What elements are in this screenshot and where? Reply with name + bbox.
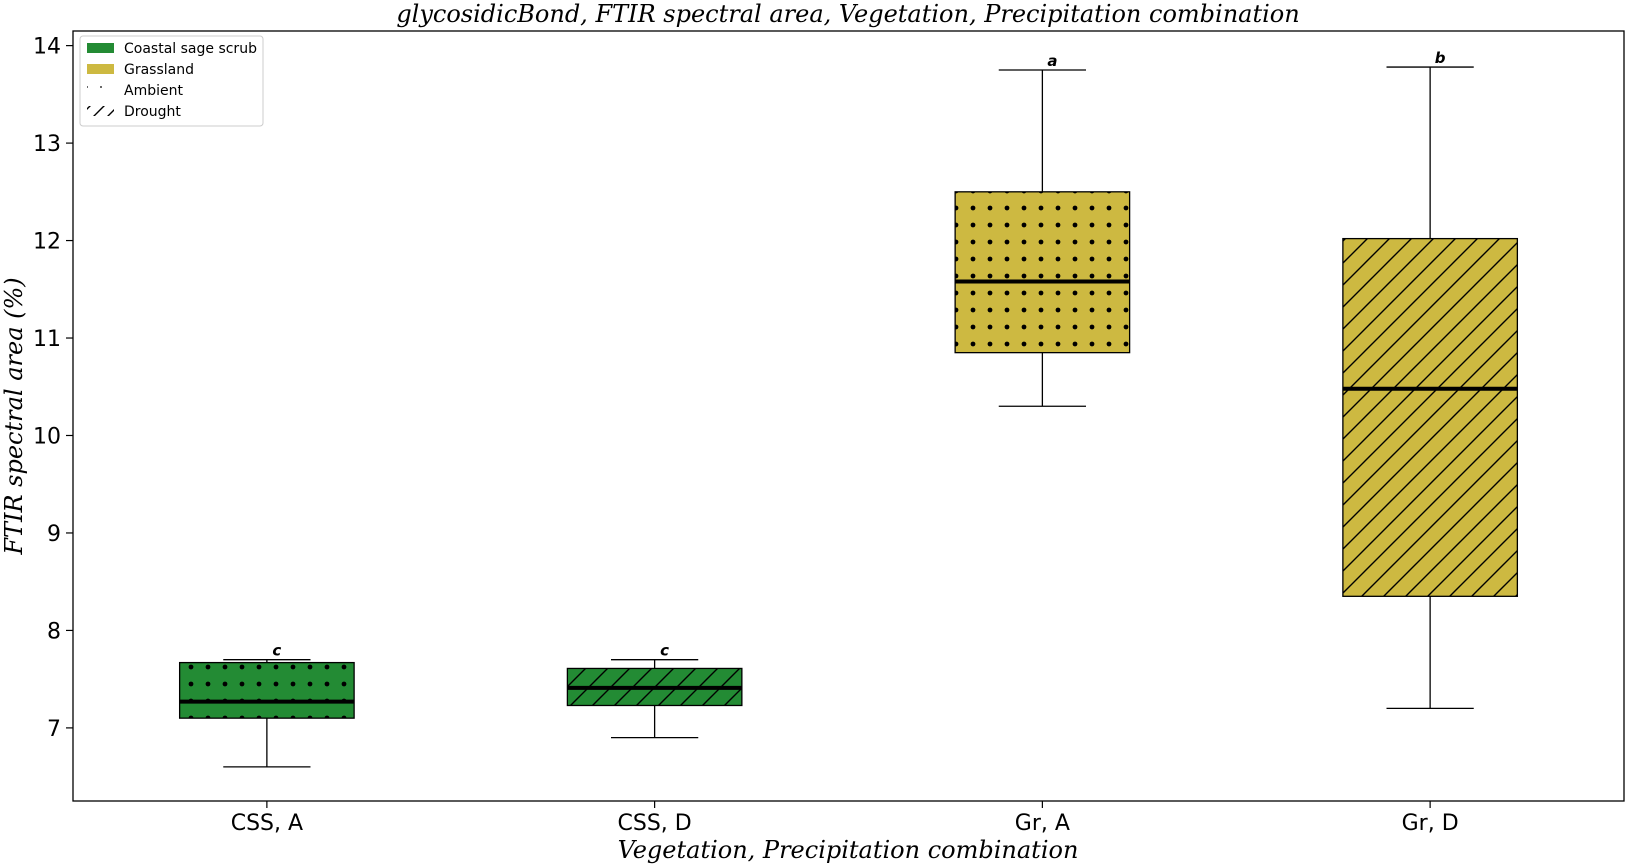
significance-letter: c (272, 642, 281, 660)
box-outline (178, 661, 355, 719)
box-pattern (179, 662, 355, 719)
box-group-2: c (566, 642, 743, 739)
x-tick-label: CSS, A (231, 811, 303, 836)
y-tick-label: 13 (33, 132, 61, 157)
box-pattern (1342, 238, 1518, 597)
chart-title: glycosidicBond, FTIR spectral area, Vege… (396, 0, 1299, 28)
y-tick-label: 14 (33, 35, 61, 60)
legend-label: Drought (124, 104, 181, 120)
legend-entry-2: Grassland (87, 62, 194, 78)
y-axis: 7 8 9 10 11 12 13 14 (33, 35, 73, 742)
plot-frame (72, 30, 1625, 802)
box-pattern (955, 191, 1130, 353)
significance-letter: c (660, 642, 669, 660)
y-tick-label: 10 (33, 424, 61, 449)
box-outline (954, 191, 1131, 354)
box-group-3: a (954, 52, 1131, 407)
x-axis-label: Vegetation, Precipitation combination (618, 836, 1079, 864)
legend-label: Grassland (124, 62, 194, 78)
box-group-4: b (1342, 49, 1519, 710)
legend-swatch (87, 85, 114, 95)
significance-letter: a (1047, 52, 1057, 70)
x-axis: CSS, A CSS, D Gr, A Gr, D (231, 801, 1459, 836)
significance-letter: b (1435, 49, 1446, 67)
legend-frame (79, 35, 264, 127)
x-tick-label: Gr, A (1015, 811, 1070, 836)
legend-swatch (87, 106, 114, 116)
legend-swatch (87, 43, 114, 53)
legend: Coastal sage scrub Grassland Ambient Drough… (79, 35, 264, 127)
y-tick-label: 7 (47, 717, 61, 742)
y-tick-label: 9 (47, 522, 61, 547)
legend-swatch (87, 64, 114, 74)
x-tick-label: Gr, D (1402, 811, 1459, 836)
y-tick-label: 12 (33, 230, 61, 255)
y-tick-label: 8 (47, 619, 61, 644)
box-outline (1342, 237, 1519, 597)
y-tick-label: 11 (33, 327, 61, 352)
legend-label: Coastal sage scrub (124, 41, 257, 57)
y-axis-label: FTIR spectral area (%) (0, 277, 28, 555)
box-group-1: c (178, 642, 355, 768)
legend-entry-3: Ambient (87, 83, 183, 99)
plot-area: c c a b (178, 49, 1519, 768)
legend-label: Ambient (124, 83, 183, 99)
x-tick-label: CSS, D (618, 811, 692, 836)
legend-entry-1: Coastal sage scrub (87, 41, 257, 57)
legend-entry-4: Drought (87, 104, 181, 120)
